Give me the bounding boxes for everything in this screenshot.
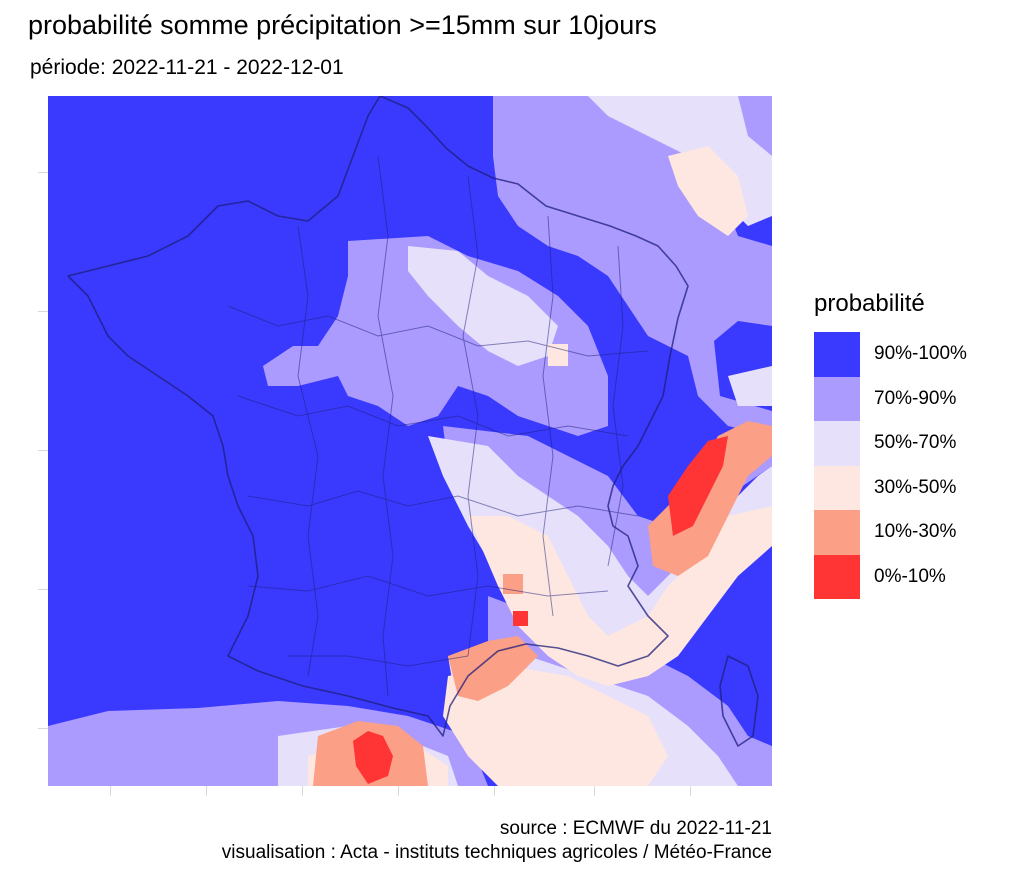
legend-swatch xyxy=(814,376,860,421)
legend-label: 30%-50% xyxy=(874,476,957,498)
country-boundary xyxy=(67,96,759,747)
legend-item: 50%-70% xyxy=(814,421,1014,466)
legend-swatch xyxy=(814,554,860,599)
map-subtitle: période: 2022-11-21 - 2022-12-01 xyxy=(30,56,344,79)
legend-label: 90%-100% xyxy=(874,343,967,365)
legend-item: 30%-50% xyxy=(814,465,1014,510)
legend-swatch xyxy=(814,510,860,555)
legend-item: 0%-10% xyxy=(814,554,1014,599)
legend-label: 50%-70% xyxy=(874,432,957,454)
zone-0-10 xyxy=(353,436,728,784)
legend-swatch xyxy=(814,421,860,466)
visualisation-credit: visualisation : Acta - instituts techniq… xyxy=(221,842,772,863)
source-credit: source : ECMWF du 2022-11-21 xyxy=(499,818,772,839)
legend-swatch xyxy=(814,332,860,377)
legend: probabilité 90%-100% 70%-90% 50%-70% 30%-50… xyxy=(814,290,1014,599)
legend-item: 90%-100% xyxy=(814,332,1014,377)
legend-swatch xyxy=(814,465,860,510)
legend-item: 70%-90% xyxy=(814,376,1014,421)
legend-item: 10%-30% xyxy=(814,510,1014,555)
department-boundaries xyxy=(227,155,649,697)
legend-label: 70%-90% xyxy=(874,387,957,409)
probability-map xyxy=(48,96,772,786)
legend-items: 90%-100% 70%-90% 50%-70% 30%-50% 10%-30% 0%-1… xyxy=(814,332,1014,599)
legend-label: 10%-30% xyxy=(874,521,957,543)
legend-label: 0%-10% xyxy=(874,565,946,587)
legend-title: probabilité xyxy=(814,290,925,317)
map-title: probabilité somme précipitation >=15mm s… xyxy=(28,10,657,40)
